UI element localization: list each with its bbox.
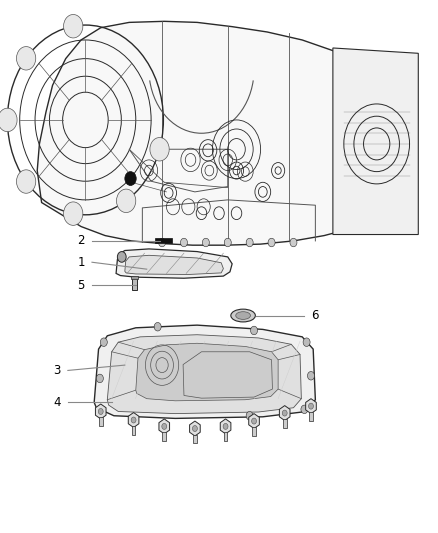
Bar	[99, 417, 102, 426]
Text: 4: 4	[53, 396, 61, 409]
Circle shape	[100, 338, 107, 346]
Bar	[131, 276, 138, 279]
Circle shape	[162, 423, 167, 430]
Circle shape	[246, 238, 253, 247]
Polygon shape	[136, 343, 278, 401]
Circle shape	[0, 108, 17, 132]
Polygon shape	[159, 419, 170, 434]
Text: 3: 3	[53, 364, 60, 377]
Ellipse shape	[236, 312, 251, 319]
Circle shape	[268, 238, 275, 247]
Circle shape	[180, 238, 187, 247]
Circle shape	[117, 189, 136, 213]
Circle shape	[159, 238, 166, 247]
Polygon shape	[306, 399, 316, 414]
Circle shape	[282, 410, 287, 416]
Polygon shape	[95, 404, 106, 419]
Text: 5: 5	[78, 279, 85, 292]
Circle shape	[290, 238, 297, 247]
Circle shape	[303, 338, 310, 346]
Text: 2: 2	[77, 235, 85, 247]
Polygon shape	[37, 21, 416, 245]
Circle shape	[202, 238, 209, 247]
Bar	[309, 412, 313, 421]
Circle shape	[307, 372, 314, 380]
Polygon shape	[183, 352, 272, 398]
Polygon shape	[107, 335, 301, 414]
Circle shape	[224, 238, 231, 247]
Polygon shape	[94, 325, 315, 418]
Polygon shape	[190, 421, 200, 436]
Bar	[162, 432, 166, 441]
Bar	[193, 434, 197, 443]
Polygon shape	[116, 249, 232, 278]
Ellipse shape	[231, 309, 255, 322]
Circle shape	[301, 405, 308, 414]
Circle shape	[251, 326, 258, 335]
Polygon shape	[128, 413, 139, 427]
Text: 6: 6	[311, 309, 319, 322]
Bar	[252, 427, 256, 436]
Circle shape	[64, 202, 83, 225]
Circle shape	[192, 425, 198, 432]
Circle shape	[64, 14, 83, 38]
Circle shape	[131, 417, 136, 423]
Text: 1: 1	[77, 256, 85, 269]
Circle shape	[150, 138, 169, 161]
Bar	[224, 432, 227, 441]
Circle shape	[251, 418, 257, 424]
Bar	[132, 426, 135, 435]
Bar	[155, 238, 172, 243]
Polygon shape	[333, 48, 418, 235]
Circle shape	[17, 170, 36, 193]
Circle shape	[154, 322, 161, 331]
Circle shape	[308, 403, 314, 409]
Circle shape	[96, 374, 103, 383]
Circle shape	[17, 46, 36, 70]
Bar	[132, 278, 137, 290]
Polygon shape	[279, 406, 290, 421]
Polygon shape	[125, 255, 223, 274]
Circle shape	[246, 411, 253, 420]
Circle shape	[223, 423, 228, 430]
Polygon shape	[220, 419, 231, 434]
Circle shape	[117, 252, 126, 262]
Circle shape	[125, 172, 136, 185]
Bar	[283, 419, 286, 428]
Polygon shape	[249, 414, 259, 429]
Circle shape	[98, 408, 103, 415]
